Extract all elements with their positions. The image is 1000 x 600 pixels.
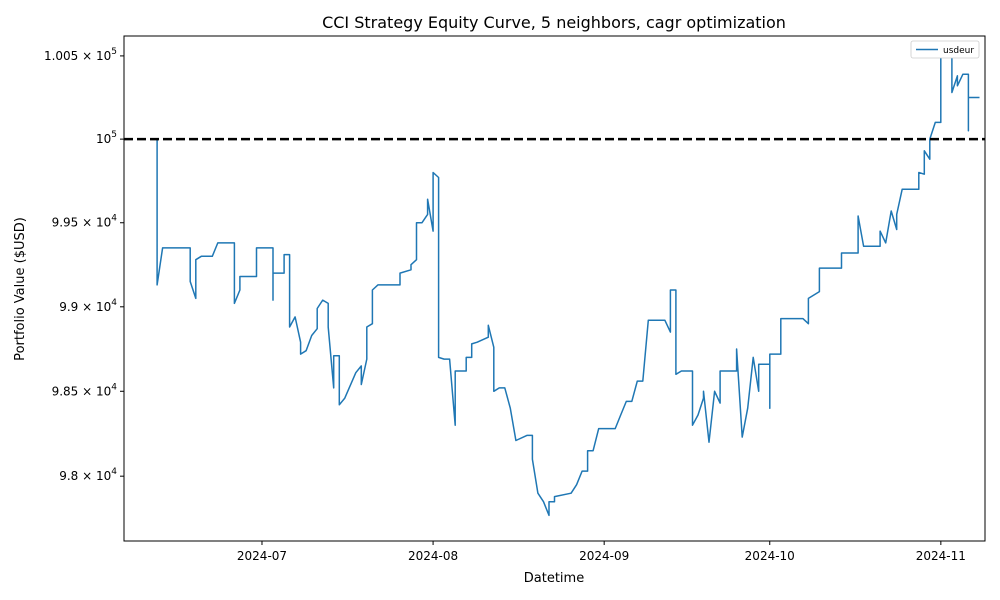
x-axis-label: Datetime: [524, 571, 584, 586]
plot-frame: [123, 35, 986, 542]
axes: 2024-07 2024-08 2024-09 2024-10 2024-11 9.8 ×…: [44, 35, 986, 563]
series-line-usdeur: [156, 55, 980, 517]
y-axis-label: Portfolio Value ($USD): [13, 217, 28, 361]
y-tick-label: 9.9 × 104: [59, 298, 117, 314]
chart-title: CCI Strategy Equity Curve, 5 neighbors, …: [322, 13, 786, 32]
x-tick-label: 2024-10: [745, 549, 795, 563]
y-tick-label: 105: [96, 130, 117, 146]
y-tick-label: 9.85 × 104: [52, 382, 118, 398]
legend: usdeur: [910, 40, 980, 59]
x-tick-label: 2024-09: [579, 549, 629, 563]
plot-area: [124, 55, 985, 517]
legend-entry-usdeur: usdeur: [943, 46, 974, 56]
legend-box: [910, 40, 980, 59]
y-tick-label: 9.95 × 104: [52, 214, 118, 230]
x-tick-label: 2024-11: [916, 549, 966, 563]
y-tick-label: 1.005 × 105: [44, 47, 117, 63]
y-tick-label: 9.8 × 104: [59, 467, 117, 483]
x-tick-label: 2024-08: [408, 549, 458, 563]
x-tick-label: 2024-07: [237, 549, 287, 563]
